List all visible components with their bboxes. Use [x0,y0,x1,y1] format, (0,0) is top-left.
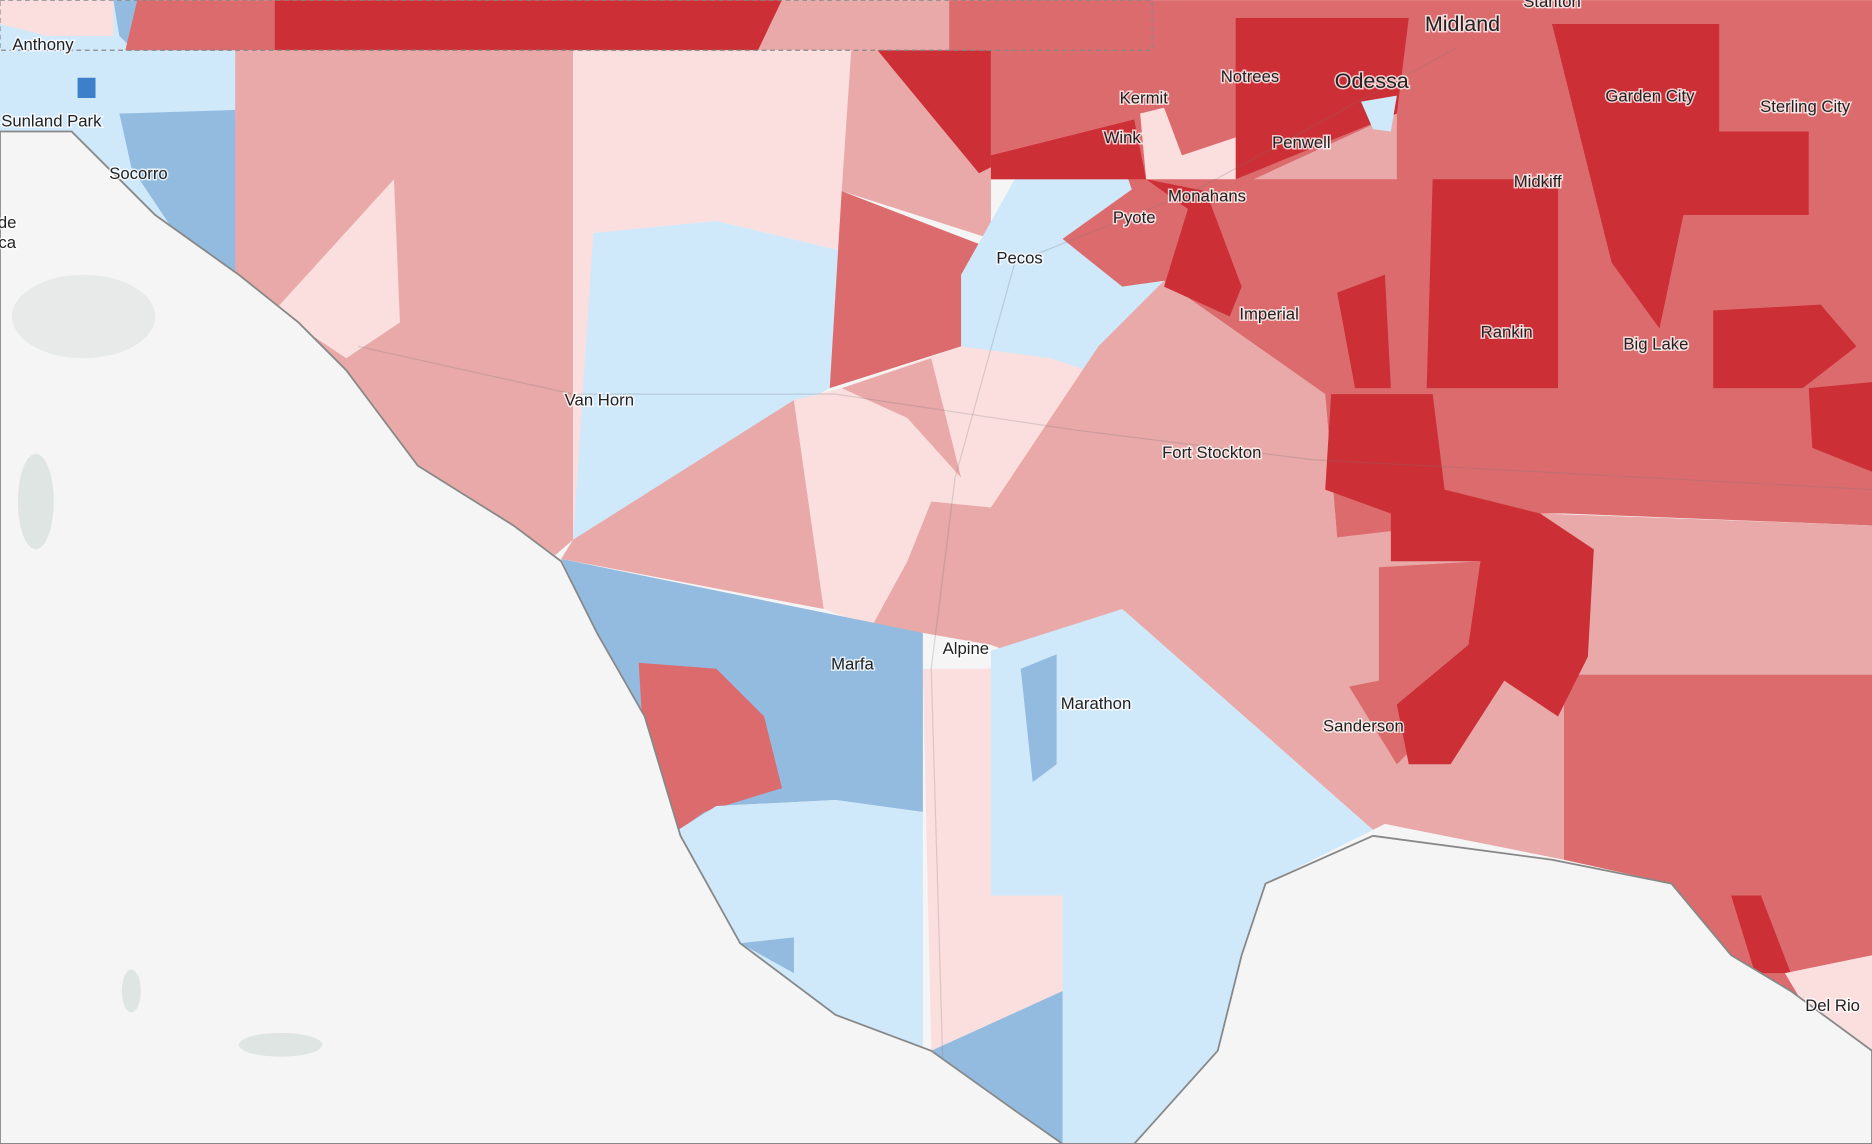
place-label: Marathon [1061,694,1132,713]
region [1020,654,1057,783]
place-label: Odessa [1335,69,1409,93]
region [871,280,1385,830]
lake [121,969,141,1013]
labels: Anthony Sunland Park Socorro de ca Stant… [0,0,1861,1016]
region [573,221,842,540]
region [1235,18,1409,180]
region [638,662,782,842]
region [1808,382,1872,472]
region [1552,24,1809,329]
region [1337,274,1391,389]
place-label: Pyote [1113,208,1156,227]
place-label: Midkiff [1514,172,1562,191]
place-label: Big Lake [1623,335,1688,354]
place-label: ca [0,233,17,252]
region [841,358,962,478]
region [931,991,1063,1144]
road [930,262,1016,1075]
region [573,50,852,540]
place-label: Fort Stockton [1162,443,1261,462]
place-label: Rankin [1481,323,1533,342]
region [793,346,1099,627]
region [1062,179,1182,287]
place-label: Pecos [996,249,1042,268]
region [235,50,574,556]
region [561,400,824,610]
region [0,0,114,36]
place-label: Sunland Park [1,111,102,130]
place-label: de [0,213,16,232]
region [1361,95,1397,132]
region [877,50,991,174]
region [1253,113,1397,180]
place-label: Sanderson [1323,717,1404,736]
place-label: Midland [1425,12,1500,36]
region [990,119,1147,180]
place-label: Del Rio [1805,996,1860,1015]
place-label: Kermit [1120,89,1169,108]
region [1146,179,1242,317]
region [1140,107,1236,180]
place-label: Notrees [1221,67,1279,86]
place-label: Anthony [12,35,74,54]
region [119,109,239,275]
road [1014,47,1457,264]
region [1731,895,1791,974]
region [1784,955,1872,1051]
place-label: Garden City [1605,86,1695,105]
region [829,191,997,389]
place-label: Imperial [1239,305,1298,324]
place-label: Van Horn [565,391,634,410]
region [1563,674,1872,1051]
region [274,0,782,51]
lake [238,1032,323,1057]
place-label: Stanton [1523,0,1581,11]
mexico [0,130,1872,1144]
region [758,0,950,51]
place-label: Alpine [943,639,989,658]
place-label: Monahans [1168,187,1246,206]
region [668,800,923,1051]
region [1426,179,1559,389]
place-label: Wink [1104,128,1142,147]
region [922,668,1063,1051]
mexico-features [11,274,323,1057]
region [125,0,275,51]
place-label: Socorro [109,164,167,183]
region [1713,304,1857,389]
place-label: Marfa [831,655,874,674]
region [1325,394,1594,765]
road [358,345,1872,491]
region [740,937,794,974]
place-label: Sterling City [1760,97,1851,116]
place-label: Penwell [1272,133,1331,152]
region [274,179,400,359]
region [990,609,1373,1144]
region [77,77,96,99]
terrain [11,274,156,359]
lake [17,453,54,550]
